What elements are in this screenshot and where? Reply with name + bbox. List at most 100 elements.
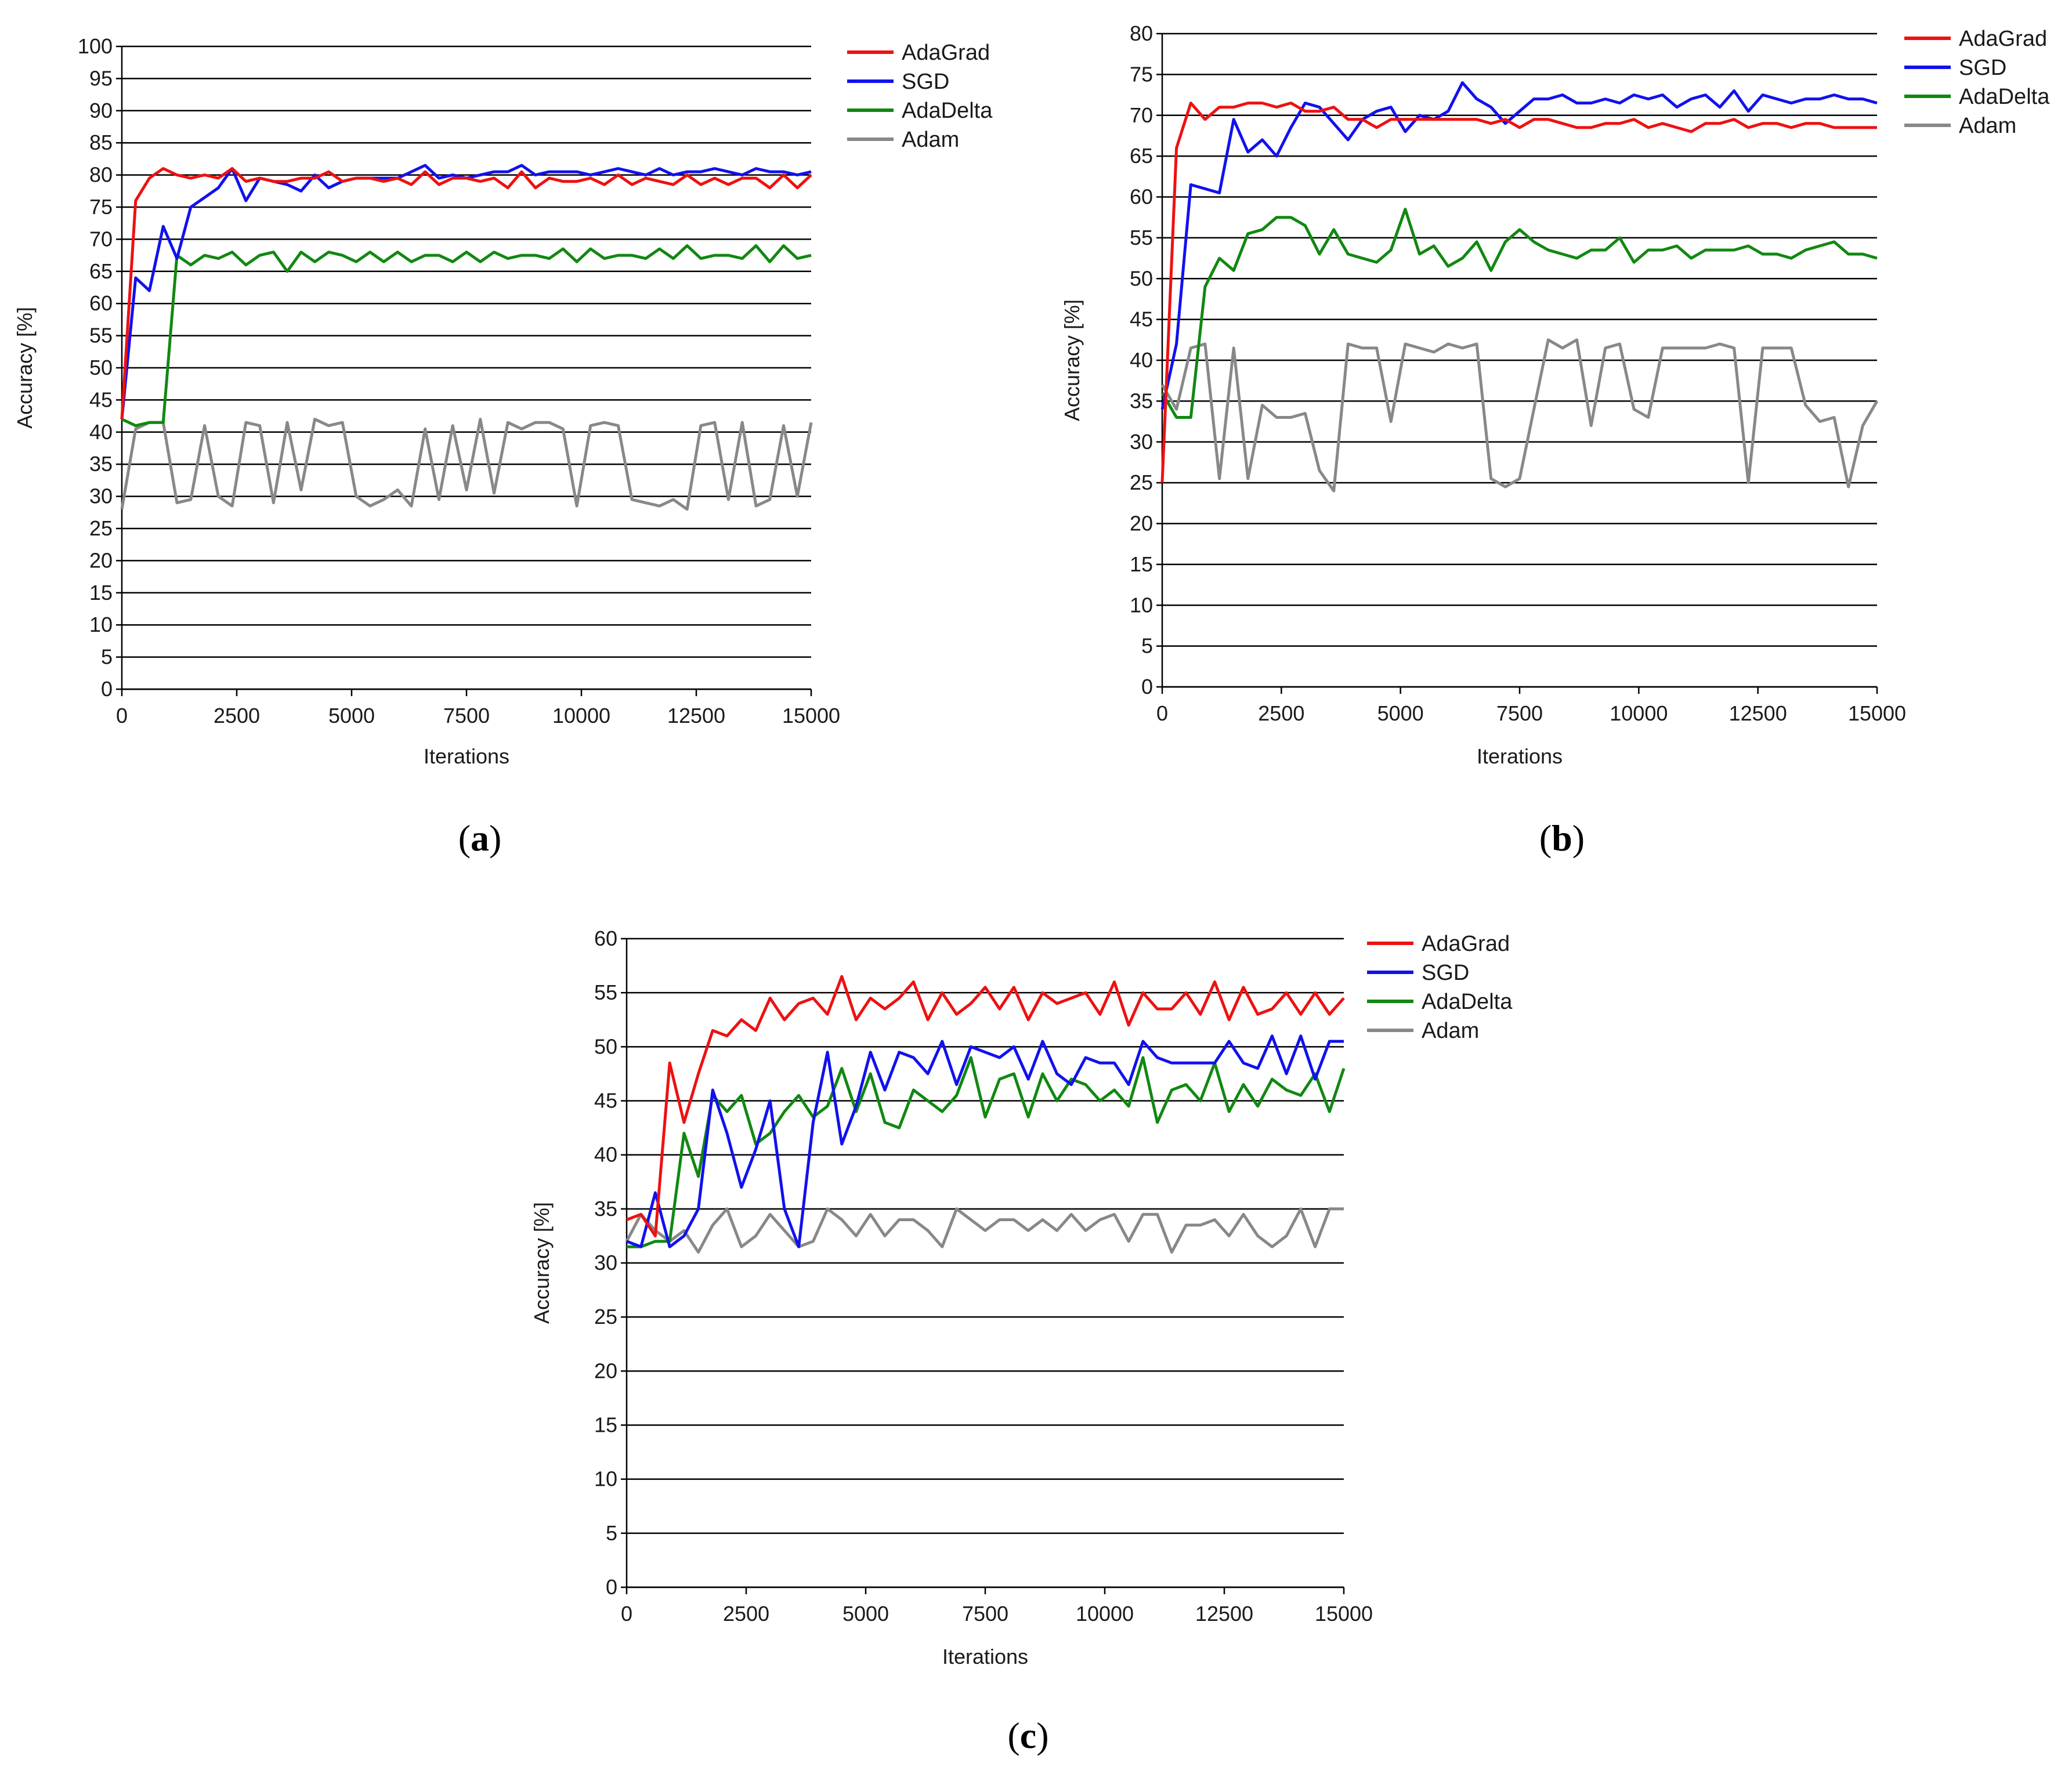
y-axis-title-b: Accuracy [%]	[1060, 299, 1084, 421]
x-tick-label-a: 7500	[443, 704, 490, 727]
y-tick-label-a: 5	[101, 645, 113, 669]
legend-label-c-sgd: SGD	[1422, 961, 1469, 985]
y-tick-label-a: 80	[89, 163, 113, 187]
y-tick-label-b: 35	[1130, 389, 1153, 412]
legend-label-a-sgd: SGD	[902, 70, 949, 94]
panel-label-a: (a)	[458, 817, 502, 859]
y-axis-title-c: Accuracy [%]	[530, 1202, 554, 1324]
y-tick-label-c: 60	[594, 926, 617, 950]
x-tick-label-c: 10000	[1076, 1602, 1134, 1626]
y-tick-label-b: 75	[1130, 62, 1153, 86]
y-tick-label-a: 35	[89, 452, 113, 476]
panel-label-c: (c)	[1007, 1715, 1048, 1756]
x-tick-label-b: 0	[1156, 701, 1168, 725]
x-tick-label-c: 15000	[1315, 1602, 1373, 1626]
x-tick-label-c: 5000	[842, 1602, 889, 1626]
x-tick-label-c: 12500	[1195, 1602, 1253, 1626]
y-tick-label-c: 15	[594, 1413, 617, 1437]
x-tick-label-a: 12500	[667, 704, 725, 727]
legend-label-a-adadelta: AdaDelta	[902, 99, 993, 123]
x-tick-label-a: 2500	[214, 704, 260, 727]
legend-label-b-sgd: SGD	[1959, 56, 2006, 80]
series-line-a-sgd	[120, 164, 812, 419]
x-tick-label-a: 15000	[782, 704, 840, 727]
series-line-a-adam	[120, 418, 813, 511]
y-tick-label-c: 0	[606, 1575, 617, 1599]
series-line-b-sgd	[1160, 81, 1878, 410]
x-axis-title-c: Iterations	[942, 1645, 1028, 1668]
y-tick-label-c: 35	[594, 1197, 617, 1221]
x-tick-label-b: 12500	[1729, 701, 1787, 725]
legend-label-c-adadelta: AdaDelta	[1422, 990, 1513, 1014]
x-axis-title-a: Iterations	[424, 744, 509, 768]
x-tick-label-b: 10000	[1610, 701, 1668, 725]
x-tick-label-c: 2500	[723, 1602, 769, 1626]
legend-label-c-adagrad: AdaGrad	[1422, 932, 1510, 956]
chart-panel-a: 0 5 10 15 20 25 30 35 40 45 50 55 60 65 70 75 80 85 90 95 10…	[13, 34, 993, 859]
x-tick-label-c: 7500	[962, 1602, 1008, 1626]
y-tick-label-b: 65	[1130, 144, 1153, 168]
y-tick-label-b: 70	[1130, 103, 1153, 127]
chart-panel-b: 0 5 10 15 20 25 30 35 40 45 50 55 60 65 70 75 80 0 2500 500…	[1060, 21, 2050, 859]
y-tick-label-c: 20	[594, 1359, 617, 1382]
y-tick-label-a: 10	[89, 613, 113, 636]
legend-label-c-adam: Adam	[1422, 1019, 1479, 1043]
series-line-b-adadelta	[1160, 208, 1878, 419]
y-tick-label-a: 15	[89, 581, 113, 605]
x-tick-label-b: 7500	[1496, 701, 1543, 725]
x-tick-label-b: 2500	[1258, 701, 1304, 725]
y-tick-label-b: 40	[1130, 348, 1153, 372]
y-tick-label-a: 50	[89, 356, 113, 379]
y-tick-label-a: 25	[89, 516, 113, 540]
y-tick-label-c: 10	[594, 1467, 617, 1491]
y-tick-label-a: 55	[89, 324, 113, 348]
y-tick-label-c: 30	[594, 1251, 617, 1275]
legend-label-a-adam: Adam	[902, 128, 959, 152]
y-tick-label-a: 65	[89, 259, 113, 283]
x-tick-label-c: 0	[621, 1602, 632, 1626]
y-tick-label-c: 25	[594, 1305, 617, 1329]
y-tick-label-a: 45	[89, 388, 113, 411]
y-tick-label-b: 5	[1141, 634, 1153, 658]
chart-panel-c: 0 5 10 15 20 25 30 35 40 45 50 55 60 0 2500 5000 7500 100…	[530, 926, 1513, 1756]
legend-label-a-adagrad: AdaGrad	[902, 41, 990, 65]
y-tick-label-a: 100	[78, 34, 113, 58]
panel-label-b: (b)	[1539, 817, 1585, 859]
series-line-a-adadelta	[121, 244, 812, 428]
x-tick-label-b: 15000	[1848, 701, 1906, 725]
y-axis-title-a: Accuracy [%]	[13, 307, 37, 429]
y-tick-label-b: 20	[1130, 512, 1153, 535]
y-tick-label-b: 0	[1141, 675, 1153, 698]
y-tick-label-b: 60	[1130, 185, 1153, 209]
y-tick-label-c: 50	[594, 1034, 617, 1058]
y-tick-label-a: 75	[89, 195, 113, 219]
series-line-b-adam	[1160, 338, 1879, 493]
series-line-c-adam	[625, 1207, 1344, 1254]
series-line-c-sgd	[626, 1034, 1344, 1248]
y-tick-label-b: 45	[1130, 307, 1153, 331]
y-tick-label-b: 25	[1130, 470, 1153, 494]
y-tick-label-c: 45	[594, 1089, 617, 1113]
y-tick-label-a: 70	[89, 227, 113, 251]
y-tick-label-c: 5	[606, 1521, 617, 1545]
y-tick-label-c: 40	[594, 1143, 617, 1167]
y-tick-label-a: 60	[89, 291, 113, 315]
y-tick-label-a: 95	[89, 66, 113, 90]
y-tick-label-b: 80	[1130, 21, 1153, 45]
legend-label-b-adagrad: AdaGrad	[1959, 27, 2047, 51]
y-tick-label-b: 10	[1130, 593, 1153, 617]
x-axis-title-b: Iterations	[1477, 744, 1563, 768]
x-tick-label-a: 10000	[552, 704, 610, 727]
y-tick-label-b: 50	[1130, 266, 1153, 290]
x-tick-label-a: 5000	[328, 704, 375, 727]
x-tick-label-b: 5000	[1377, 701, 1424, 725]
legend-label-b-adadelta: AdaDelta	[1959, 85, 2050, 109]
y-tick-label-a: 90	[89, 99, 113, 122]
y-tick-label-a: 0	[101, 677, 113, 701]
y-tick-label-a: 20	[89, 548, 113, 572]
series-line-c-adagrad	[626, 975, 1345, 1237]
x-tick-label-a: 0	[116, 704, 128, 727]
y-tick-label-a: 30	[89, 484, 113, 508]
series-line-a-adagrad	[120, 167, 812, 419]
